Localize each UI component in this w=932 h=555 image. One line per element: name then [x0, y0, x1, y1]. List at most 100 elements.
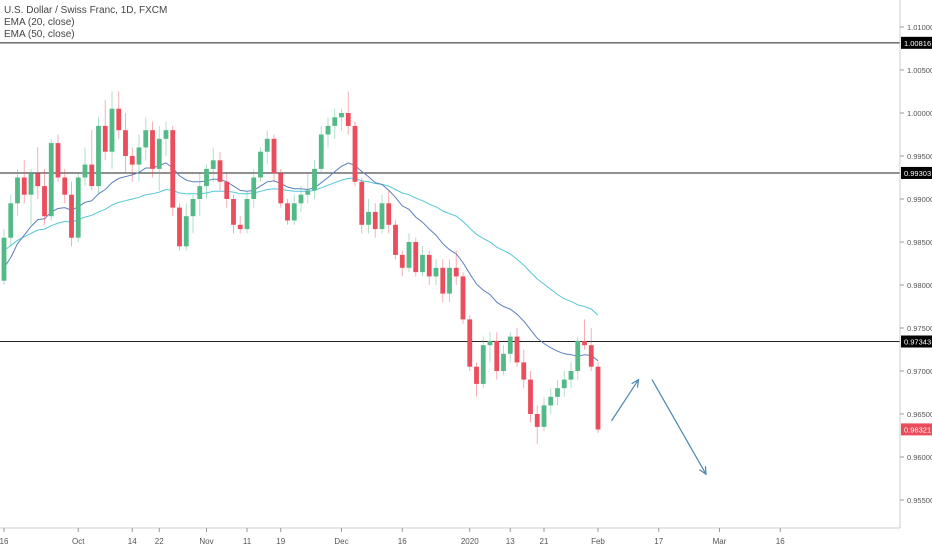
candle-body	[420, 254, 425, 273]
candle	[129, 147, 135, 182]
candle-body	[28, 173, 34, 195]
candle	[55, 134, 61, 182]
candle	[35, 147, 41, 199]
candle-body	[588, 345, 594, 367]
candle	[264, 130, 270, 165]
candle-body	[352, 125, 358, 182]
y-tick-label: 0.97500	[907, 324, 932, 333]
candle	[420, 246, 425, 277]
candle-body	[507, 336, 513, 354]
candle-body	[318, 134, 324, 169]
level-price-badge	[901, 166, 932, 179]
candle-body	[332, 117, 338, 126]
candle-body	[312, 168, 317, 191]
ema50-legend: EMA (50, close)	[4, 29, 75, 40]
candle	[379, 194, 385, 234]
candle-body	[393, 224, 398, 255]
x-tick-label: 13	[506, 537, 515, 546]
candle	[393, 220, 398, 260]
candle-body	[298, 194, 304, 204]
candle	[163, 121, 169, 156]
candle-body	[129, 156, 135, 165]
candle	[298, 186, 304, 212]
ema20-legend: EMA (20, close)	[4, 17, 75, 28]
candle-body	[548, 396, 554, 406]
candle	[534, 405, 540, 445]
candle-body	[305, 190, 311, 195]
horizontal-levels	[0, 42, 900, 343]
x-tick-label: 22	[155, 537, 164, 546]
forecast-arrow	[651, 379, 707, 476]
candle	[447, 259, 452, 303]
last-price-label: 0.96321	[904, 425, 931, 434]
candle-body	[62, 177, 68, 195]
candle	[116, 91, 122, 139]
candle-body	[440, 267, 446, 294]
level-price-label: 1.00816	[904, 39, 931, 48]
candle-body	[474, 366, 479, 384]
x-tick-label: 21	[540, 537, 549, 546]
candle-body	[514, 336, 520, 363]
y-tick-label: 0.97000	[907, 367, 932, 376]
x-tick-label: 11	[243, 537, 252, 546]
candle	[312, 160, 317, 199]
candle-body	[143, 130, 149, 148]
candle-body	[447, 267, 452, 294]
candle	[406, 233, 412, 273]
candle-body	[501, 353, 506, 371]
x-tick-label: Mar	[713, 537, 727, 546]
candle-body	[15, 177, 20, 204]
x-tick-label: Nov	[199, 537, 213, 546]
candle	[291, 194, 297, 225]
candle	[217, 151, 223, 191]
candle-body	[291, 203, 297, 221]
y-tick-label: 1.00000	[907, 109, 932, 118]
candle	[413, 237, 419, 277]
candle	[352, 121, 358, 187]
candle	[1, 229, 7, 285]
candle-body	[379, 203, 385, 230]
candle	[460, 272, 466, 324]
candle-body	[21, 177, 27, 195]
candle	[325, 117, 331, 148]
candle	[69, 181, 74, 247]
candle-body	[399, 254, 405, 268]
candle-body	[366, 211, 371, 225]
candle	[480, 336, 486, 389]
candle	[143, 117, 149, 161]
candle-body	[460, 276, 466, 320]
candle	[136, 134, 142, 182]
candle-body	[528, 379, 533, 414]
candle	[332, 108, 338, 139]
candle	[433, 259, 439, 285]
candle	[318, 125, 324, 174]
candle	[548, 388, 554, 414]
candle-body	[359, 181, 365, 225]
candle-body	[224, 181, 230, 199]
x-tick-label: Dec	[334, 537, 348, 546]
candle-body	[487, 340, 493, 346]
y-tick-label: 0.98000	[907, 281, 932, 290]
candle	[568, 362, 574, 389]
candle	[244, 190, 250, 234]
candle-body	[244, 199, 250, 230]
candle	[285, 199, 290, 225]
candle	[170, 125, 176, 217]
candle	[177, 203, 182, 251]
candle-body	[55, 143, 61, 178]
candle-body	[197, 186, 203, 199]
arrow-head	[699, 466, 707, 476]
arrow-shaft	[610, 379, 640, 422]
x-tick-label: 16	[398, 537, 407, 546]
candle-body	[210, 160, 216, 169]
candle-body	[339, 113, 344, 118]
candle	[21, 160, 27, 204]
level-price-label: 0.97343	[904, 338, 931, 347]
candle	[251, 168, 257, 208]
candle-body	[278, 173, 284, 204]
candle	[82, 147, 88, 187]
candle-body	[561, 379, 567, 389]
